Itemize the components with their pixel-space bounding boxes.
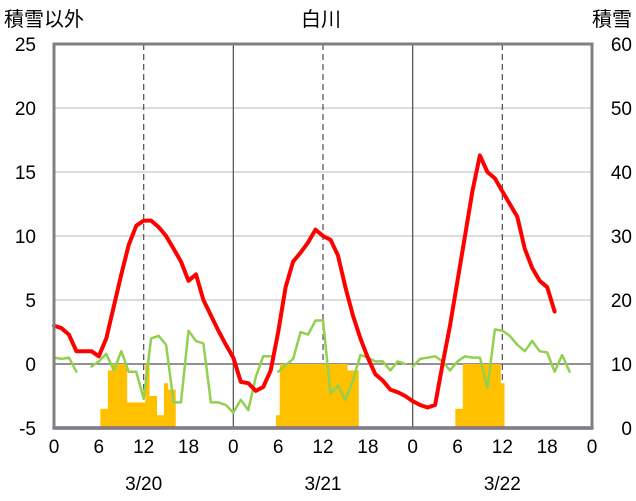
bar-38 xyxy=(343,364,348,428)
bar-16 xyxy=(160,415,165,428)
bar-13 xyxy=(148,396,154,428)
bar-49 xyxy=(481,364,486,428)
bar-28 xyxy=(305,364,311,428)
green-series-line xyxy=(52,319,571,414)
x-tick-12: 0 xyxy=(587,437,598,458)
day-labels: 3/20 3/21 3/22 xyxy=(125,474,521,495)
bar-25 xyxy=(294,364,300,428)
day-label-1: 3/21 xyxy=(305,474,342,495)
x-tick-4: 0 xyxy=(228,437,239,458)
bar-31 xyxy=(317,364,322,428)
bar-23 xyxy=(287,364,292,428)
bar-15 xyxy=(156,415,161,428)
left-tick-5: 20 xyxy=(15,99,36,120)
bar-26 xyxy=(298,364,303,428)
bars xyxy=(100,364,505,428)
bar-5 xyxy=(119,364,124,428)
bar-30 xyxy=(313,364,318,428)
bar-4 xyxy=(115,364,120,428)
bar-45 xyxy=(466,364,471,428)
left-axis-ticks: -5 0 5 10 15 20 25 xyxy=(15,35,36,440)
bar-54 xyxy=(500,383,505,428)
right-axis-ticks: 0 10 20 30 40 50 60 xyxy=(611,35,632,440)
right-tick-5: 50 xyxy=(611,99,632,120)
bar-3 xyxy=(111,364,116,428)
bar-35 xyxy=(332,364,337,428)
red-series-line xyxy=(52,153,557,410)
bar-50 xyxy=(485,364,490,428)
x-tick-10: 12 xyxy=(492,437,513,458)
x-tick-2: 12 xyxy=(133,437,154,458)
bar-37 xyxy=(339,364,344,428)
right-tick-6: 60 xyxy=(611,35,632,56)
bar-10 xyxy=(137,402,143,428)
x-tick-1: 6 xyxy=(94,437,105,458)
bar-8 xyxy=(130,402,135,428)
bar-7 xyxy=(126,402,131,428)
left-tick-0: -5 xyxy=(19,419,36,440)
bar-24 xyxy=(290,364,296,428)
bar-0 xyxy=(100,408,105,428)
bar-36 xyxy=(335,364,341,428)
bar-41 xyxy=(354,370,359,428)
left-tick-6: 25 xyxy=(15,35,36,56)
bar-53 xyxy=(496,364,501,428)
bar-52 xyxy=(492,364,498,428)
bar-17 xyxy=(163,383,169,428)
right-tick-4: 40 xyxy=(611,163,632,184)
bar-40 xyxy=(350,370,356,428)
bar-1 xyxy=(104,408,109,428)
bar-39 xyxy=(346,370,352,428)
bar-6 xyxy=(122,364,128,428)
x-axis-ticks: 0 6 12 18 0 6 12 18 0 6 12 18 0 xyxy=(49,437,598,458)
right-axis-title: 積雪 xyxy=(592,8,632,31)
bar-11 xyxy=(141,402,146,428)
right-tick-3: 30 xyxy=(611,227,632,248)
bar-51 xyxy=(488,364,494,428)
chart-title: 白川 xyxy=(301,8,341,31)
bar-29 xyxy=(309,364,314,428)
x-tick-11: 18 xyxy=(537,437,558,458)
x-tick-3: 18 xyxy=(178,437,199,458)
left-tick-3: 10 xyxy=(15,227,36,248)
plot-frame xyxy=(52,42,594,430)
bar-42 xyxy=(455,408,460,428)
left-axis-title: 積雪以外 xyxy=(4,8,84,31)
bar-9 xyxy=(134,402,139,428)
bar-2 xyxy=(107,370,113,428)
left-tick-1: 0 xyxy=(25,355,36,376)
left-tick-4: 15 xyxy=(15,163,36,184)
bar-48 xyxy=(477,364,483,428)
day-label-0: 3/20 xyxy=(125,474,162,495)
bar-21 xyxy=(279,364,285,428)
bar-32 xyxy=(320,364,326,428)
x-tick-5: 6 xyxy=(273,437,284,458)
day-label-2: 3/22 xyxy=(484,474,521,495)
bar-27 xyxy=(302,364,307,428)
x-tick-0: 0 xyxy=(49,437,60,458)
x-tick-6: 12 xyxy=(312,437,333,458)
bar-47 xyxy=(474,364,479,428)
left-tick-2: 5 xyxy=(25,291,36,312)
x-tick-7: 18 xyxy=(357,437,378,458)
bar-20 xyxy=(275,415,281,428)
bar-34 xyxy=(328,364,333,428)
right-tick-0: 0 xyxy=(621,419,632,440)
bar-33 xyxy=(324,364,329,428)
bar-18 xyxy=(167,389,172,428)
right-tick-1: 10 xyxy=(611,355,632,376)
bar-22 xyxy=(283,364,288,428)
right-tick-2: 20 xyxy=(611,291,632,312)
bar-14 xyxy=(152,396,158,428)
x-tick-9: 6 xyxy=(452,437,463,458)
bar-44 xyxy=(462,364,468,428)
bar-43 xyxy=(459,408,464,428)
bar-19 xyxy=(171,389,176,428)
frame-rect xyxy=(52,42,594,430)
x-tick-8: 0 xyxy=(407,437,418,458)
bar-46 xyxy=(470,364,475,428)
bar-12 xyxy=(145,364,150,428)
